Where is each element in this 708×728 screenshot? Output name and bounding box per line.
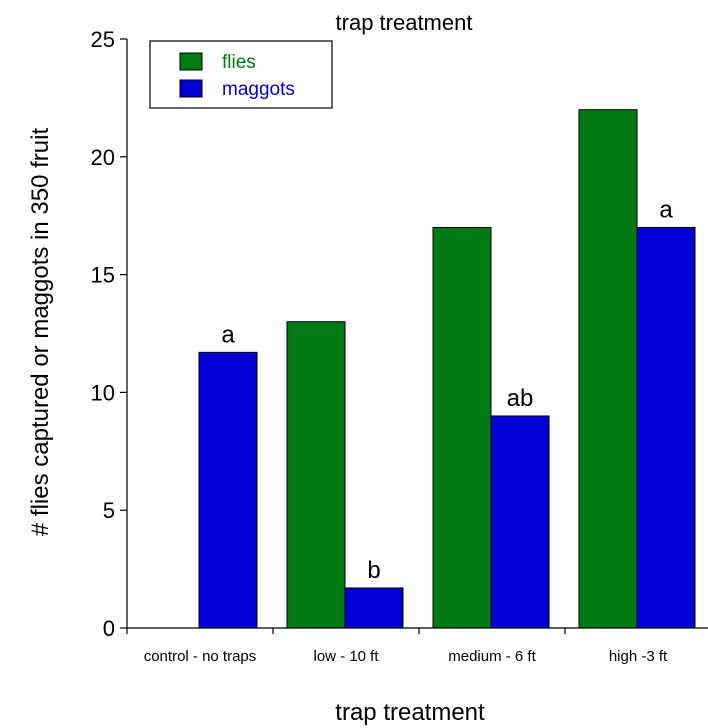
x-tick-label-3: high -3 ft: [609, 648, 668, 665]
bar-flies-3: [578, 109, 638, 629]
y-tick-label-15: 15: [91, 263, 115, 288]
annotation-2: ab: [507, 385, 534, 412]
y-tick-label-25: 25: [91, 27, 115, 52]
legend-swatch-maggots: [179, 79, 203, 98]
x-axis-label: trap treatment: [335, 699, 485, 726]
legend: flies maggots: [149, 40, 333, 109]
x-axis: control - no traps low - 10 ft medium - 6 …: [126, 627, 708, 665]
x-tick-label-2: medium - 6 ft: [448, 648, 536, 665]
bar-maggots-3: [636, 226, 696, 629]
annotation-0: a: [221, 321, 235, 348]
x-tick-label-0: control - no traps: [144, 648, 257, 665]
bar-maggots-0: [198, 351, 258, 629]
y-tick-label-20: 20: [91, 145, 115, 170]
y-tick-label-5: 5: [103, 498, 115, 523]
y-axis: 0 5 10 15 20 25: [91, 27, 128, 641]
bar-flies-2: [432, 226, 492, 629]
bars-layer: [198, 109, 696, 629]
y-tick-label-0: 0: [103, 616, 115, 641]
legend-label-flies: flies: [222, 52, 256, 73]
y-axis-label: # flies captured or maggots in 350 fruit: [27, 128, 54, 537]
legend-label-maggots: maggots: [222, 79, 295, 100]
x-tick-label-1: low - 10 ft: [313, 648, 379, 665]
legend-swatch-flies: [179, 52, 203, 71]
chart-title: trap treatment: [336, 10, 473, 35]
y-tick-label-10: 10: [91, 380, 115, 405]
annotation-3: a: [659, 196, 673, 223]
bar-maggots-2: [490, 415, 550, 629]
annotation-1: b: [367, 557, 380, 584]
bar-maggots-1: [344, 587, 404, 629]
bar-flies-1: [286, 321, 346, 629]
